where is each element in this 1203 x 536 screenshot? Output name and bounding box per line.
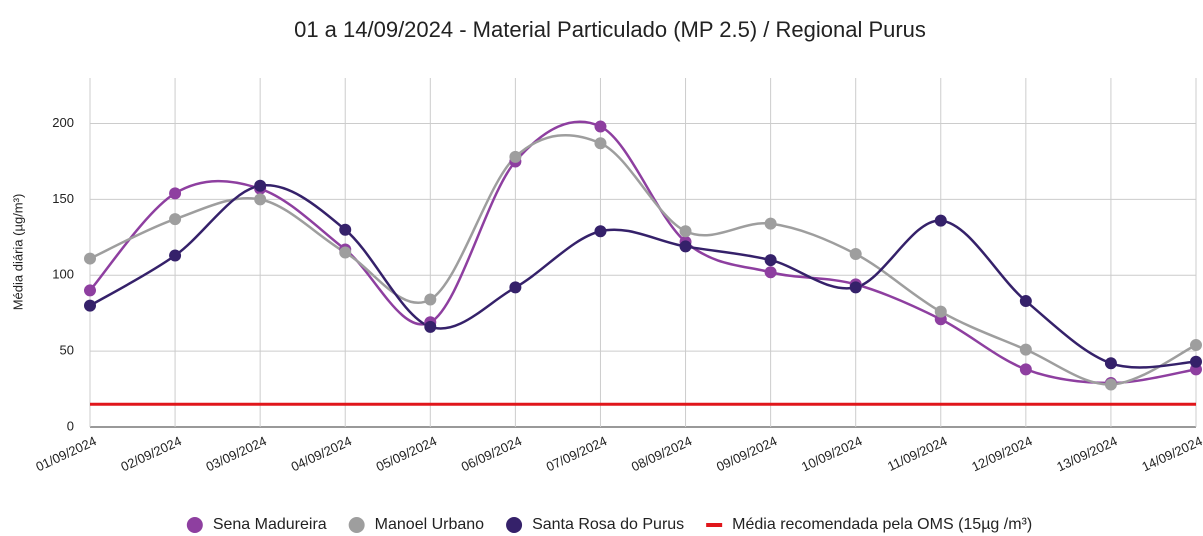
data-point — [934, 305, 947, 318]
data-point — [679, 240, 692, 253]
data-point — [849, 281, 862, 294]
data-point — [764, 217, 777, 230]
data-point — [169, 249, 182, 262]
x-tick-label: 09/09/2024 — [714, 433, 779, 474]
legend-label: Média recomendada pela OMS (15µg /m³) — [732, 516, 1032, 533]
x-tick-label: 13/09/2024 — [1054, 433, 1119, 474]
legend-label: Santa Rosa do Purus — [532, 516, 684, 533]
data-point — [509, 150, 522, 163]
y-tick-label: 200 — [52, 115, 74, 130]
data-point — [84, 299, 96, 312]
data-point — [679, 225, 692, 238]
data-point — [169, 213, 182, 226]
data-point — [849, 248, 862, 261]
data-point — [1019, 363, 1032, 376]
y-tick-label: 150 — [52, 191, 74, 206]
data-point — [84, 284, 96, 297]
data-point — [764, 266, 777, 279]
data-point — [594, 137, 607, 150]
legend-marker — [348, 517, 365, 533]
x-tick-label: 12/09/2024 — [969, 433, 1034, 474]
data-point — [424, 320, 437, 333]
series-line — [89, 133, 1197, 386]
data-point — [84, 252, 96, 265]
legend-label: Sena Madureira — [213, 516, 327, 533]
data-point — [1190, 339, 1202, 352]
legend-marker — [186, 517, 203, 533]
data-point — [339, 223, 352, 236]
x-tick-label: 05/09/2024 — [374, 433, 439, 474]
y-tick-label: 100 — [52, 267, 74, 282]
x-tick-label: 01/09/2024 — [33, 433, 98, 474]
data-point — [594, 120, 607, 133]
x-tick-label: 07/09/2024 — [544, 433, 609, 474]
x-tick-label: 14/09/2024 — [1139, 433, 1203, 474]
data-point — [1190, 355, 1202, 368]
data-point — [339, 246, 352, 259]
data-point — [1019, 343, 1032, 356]
x-tick-label: 08/09/2024 — [629, 433, 694, 474]
y-tick-label: 0 — [67, 418, 74, 433]
legend-marker — [706, 523, 723, 527]
data-point — [254, 179, 267, 192]
data-point — [594, 225, 607, 238]
x-tick-label: 11/09/2024 — [885, 433, 949, 474]
data-point — [1019, 295, 1032, 308]
series-line — [89, 120, 1197, 385]
legend-marker — [506, 517, 523, 533]
x-tick-label: 04/09/2024 — [289, 433, 354, 474]
data-point — [934, 214, 947, 227]
legend: Sena Madureira Manoel Urbano Santa Rosa do… — [186, 516, 1032, 533]
data-point — [254, 193, 267, 206]
x-tick-label: 10/09/2024 — [799, 433, 864, 474]
x-tick-label: 03/09/2024 — [204, 433, 269, 474]
data-point — [424, 293, 437, 306]
data-point — [764, 254, 777, 267]
y-tick-label: 50 — [60, 343, 74, 358]
series-line — [89, 184, 1197, 369]
data-point — [1104, 357, 1117, 370]
x-tick-label: 02/09/2024 — [118, 433, 183, 474]
y-axis-label: Média diária (µg/m³) — [10, 194, 25, 311]
chart-title: 01 a 14/09/2024 - Material Particulado (… — [294, 17, 926, 42]
x-tick-label: 06/09/2024 — [459, 433, 524, 474]
data-point — [1104, 378, 1117, 391]
legend-label: Manoel Urbano — [375, 516, 485, 533]
data-point — [509, 281, 522, 294]
data-point — [169, 187, 182, 200]
